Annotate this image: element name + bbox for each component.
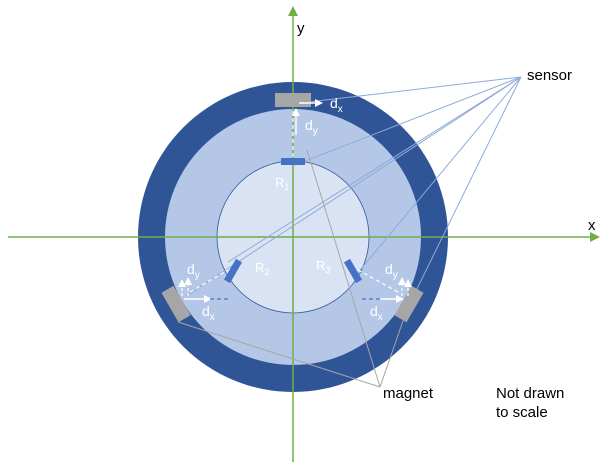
sensor-right	[394, 285, 424, 323]
sensor-left	[161, 285, 191, 323]
dy-label-left: dy	[187, 261, 200, 281]
sensor-pointer-lines	[185, 76, 522, 300]
x-axis-label: x	[588, 217, 596, 234]
right-displacement-arrows	[362, 277, 412, 303]
magnet-label: magnet	[383, 385, 434, 402]
dx-label-top: dx	[330, 95, 343, 115]
left-displacement-arrows	[178, 277, 228, 303]
magnet-right	[343, 258, 363, 284]
r1-label: R1	[275, 175, 289, 192]
sensor-label: sensor	[527, 67, 572, 84]
magnet-pointer-lines	[177, 149, 405, 388]
scale-note-line1: Not drawn	[496, 385, 564, 402]
dy-label-top: dy	[305, 117, 318, 137]
top-displacement-arrows	[292, 99, 323, 135]
dy-label-right: dy	[385, 261, 398, 281]
dx-label-left: dx	[202, 303, 215, 323]
y-axis-label: y	[297, 20, 305, 37]
sensor-top	[275, 93, 311, 107]
r2-label: R2	[255, 260, 269, 277]
r3-label: R3	[316, 258, 330, 275]
magnet-top	[281, 158, 305, 165]
magnet-left	[223, 258, 243, 284]
dx-label-right: dx	[370, 303, 383, 323]
radius-dashed-lines	[189, 111, 399, 293]
scale-note-line2: to scale	[496, 404, 548, 421]
